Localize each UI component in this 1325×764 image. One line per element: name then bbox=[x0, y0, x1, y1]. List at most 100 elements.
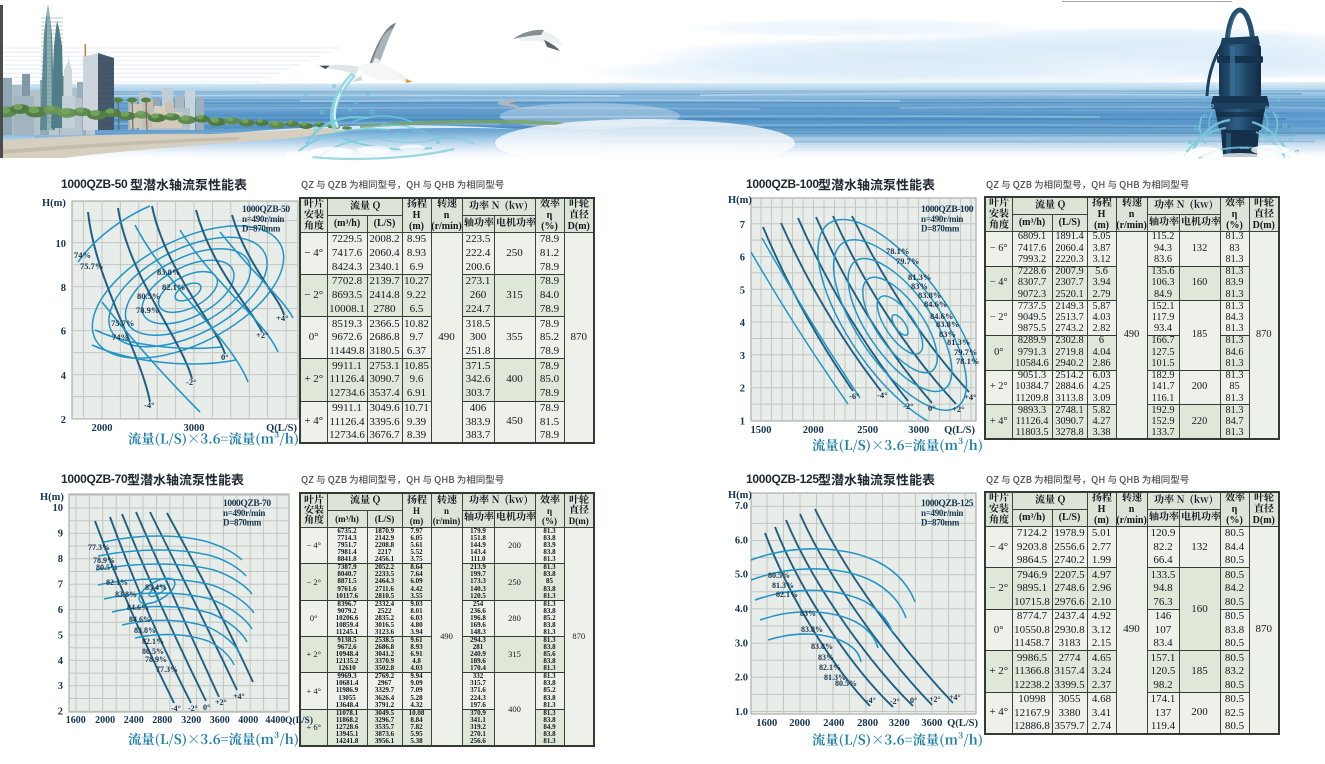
svg-text:2: 2 bbox=[61, 415, 66, 426]
svg-text:1000QZB-70: 1000QZB-70 bbox=[223, 499, 271, 509]
svg-text:78.1%: 78.1% bbox=[956, 356, 979, 366]
svg-text:D=870mm: D=870mm bbox=[242, 224, 281, 234]
svg-text:0°: 0° bbox=[928, 403, 936, 413]
svg-text:H(m): H(m) bbox=[728, 490, 752, 501]
svg-text:D=870mm: D=870mm bbox=[921, 518, 960, 528]
svg-text:2000: 2000 bbox=[95, 715, 115, 726]
svg-text:3: 3 bbox=[58, 681, 63, 692]
svg-text:2: 2 bbox=[740, 384, 745, 395]
svg-text:4.0: 4.0 bbox=[735, 604, 748, 615]
svg-text:4: 4 bbox=[740, 318, 746, 329]
svg-text:0°: 0° bbox=[221, 352, 229, 362]
svg-text:Q(L/S): Q(L/S) bbox=[947, 718, 978, 729]
svg-text:2000: 2000 bbox=[92, 423, 113, 434]
svg-text:77.3%: 77.3% bbox=[156, 665, 178, 674]
svg-text:3200: 3200 bbox=[889, 718, 910, 729]
svg-text:3600: 3600 bbox=[210, 715, 230, 726]
svg-text:-4°: -4° bbox=[171, 704, 181, 713]
svg-text:+4°: +4° bbox=[276, 313, 289, 323]
svg-text:77.3%: 77.3% bbox=[88, 543, 110, 552]
svg-text:78.9%: 78.9% bbox=[136, 305, 159, 315]
svg-text:1600: 1600 bbox=[66, 715, 86, 726]
svg-text:+2°: +2° bbox=[929, 695, 941, 704]
svg-text:0°: 0° bbox=[910, 696, 917, 705]
svg-text:10: 10 bbox=[53, 503, 64, 514]
svg-text:0°: 0° bbox=[203, 703, 210, 712]
svg-text:n=490r/min: n=490r/min bbox=[242, 214, 284, 224]
svg-text:82.1%: 82.1% bbox=[819, 663, 841, 672]
svg-text:3: 3 bbox=[740, 351, 745, 362]
svg-text:3.0: 3.0 bbox=[735, 638, 748, 649]
svg-text:78.9%: 78.9% bbox=[145, 655, 167, 664]
svg-text:75.7%: 75.7% bbox=[80, 261, 103, 271]
svg-text:+2°: +2° bbox=[952, 404, 965, 414]
svg-text:Q(L/S): Q(L/S) bbox=[285, 715, 313, 726]
svg-text:81.3%: 81.3% bbox=[908, 272, 931, 282]
svg-text:83%: 83% bbox=[939, 329, 956, 339]
svg-text:5.0: 5.0 bbox=[735, 570, 748, 581]
svg-text:-6°: -6° bbox=[849, 391, 859, 401]
svg-text:-2°: -2° bbox=[188, 704, 198, 713]
svg-text:80.5%: 80.5% bbox=[768, 571, 790, 580]
svg-text:84.6%: 84.6% bbox=[129, 615, 151, 624]
svg-text:84.6%: 84.6% bbox=[924, 299, 947, 309]
svg-text:-4°: -4° bbox=[877, 390, 887, 400]
svg-text:80.5%: 80.5% bbox=[835, 679, 857, 688]
svg-text:82.1%: 82.1% bbox=[106, 578, 128, 587]
svg-text:6: 6 bbox=[740, 253, 745, 264]
svg-text:-4°: -4° bbox=[866, 696, 876, 705]
svg-text:5: 5 bbox=[58, 630, 63, 641]
svg-text:8: 8 bbox=[58, 554, 63, 565]
svg-text:85.4%: 85.4% bbox=[145, 583, 167, 592]
svg-text:3600: 3600 bbox=[921, 718, 942, 729]
svg-text:-4°: -4° bbox=[144, 400, 154, 410]
svg-text:6: 6 bbox=[61, 327, 66, 338]
svg-text:-2°: -2° bbox=[890, 697, 900, 706]
svg-text:7: 7 bbox=[740, 220, 745, 231]
svg-text:1.0: 1.0 bbox=[735, 707, 748, 718]
svg-text:74%: 74% bbox=[74, 250, 91, 260]
svg-text:4: 4 bbox=[61, 371, 67, 382]
svg-text:83.8%: 83.8% bbox=[811, 642, 833, 651]
svg-text:83%: 83% bbox=[911, 281, 928, 291]
svg-text:81.3%: 81.3% bbox=[772, 581, 794, 590]
svg-text:H(m): H(m) bbox=[728, 195, 752, 206]
svg-text:81.3%: 81.3% bbox=[947, 337, 970, 347]
svg-text:H(m): H(m) bbox=[42, 198, 66, 209]
svg-text:2800: 2800 bbox=[857, 718, 878, 729]
svg-text:1: 1 bbox=[740, 416, 745, 427]
svg-text:2500: 2500 bbox=[857, 425, 878, 436]
svg-text:4000: 4000 bbox=[238, 715, 258, 726]
svg-text:74%: 74% bbox=[112, 332, 129, 342]
svg-text:2000: 2000 bbox=[803, 425, 824, 436]
svg-text:1000QZB-50: 1000QZB-50 bbox=[242, 205, 290, 215]
svg-text:10: 10 bbox=[56, 239, 67, 250]
svg-text:80.5%: 80.5% bbox=[96, 563, 118, 572]
svg-text:5: 5 bbox=[740, 285, 745, 296]
svg-text:82.1%: 82.1% bbox=[162, 282, 185, 292]
svg-text:2400: 2400 bbox=[823, 718, 844, 729]
svg-text:79.7%: 79.7% bbox=[896, 256, 919, 266]
svg-text:1500: 1500 bbox=[751, 425, 772, 436]
svg-text:7: 7 bbox=[58, 580, 63, 591]
svg-text:81.3%: 81.3% bbox=[824, 673, 846, 682]
svg-text:4: 4 bbox=[58, 656, 64, 667]
svg-text:82.1%: 82.1% bbox=[142, 637, 164, 646]
svg-text:84.6%: 84.6% bbox=[930, 311, 953, 321]
svg-text:75.7%: 75.7% bbox=[111, 318, 134, 328]
svg-text:80.5%: 80.5% bbox=[142, 647, 164, 656]
svg-text:83%: 83% bbox=[818, 653, 834, 662]
svg-text:2: 2 bbox=[58, 707, 63, 718]
svg-text:7.0: 7.0 bbox=[735, 501, 748, 512]
svg-text:82.1%: 82.1% bbox=[776, 590, 798, 599]
svg-text:2800: 2800 bbox=[152, 715, 172, 726]
svg-text:2000: 2000 bbox=[789, 718, 810, 729]
svg-text:83.8%: 83.8% bbox=[936, 319, 959, 329]
svg-text:83%: 83% bbox=[800, 609, 816, 618]
svg-text:8: 8 bbox=[61, 283, 66, 294]
svg-text:-2°: -2° bbox=[186, 377, 196, 387]
svg-text:9: 9 bbox=[58, 529, 63, 540]
svg-text:3000: 3000 bbox=[908, 425, 929, 436]
svg-text:-2°: -2° bbox=[903, 401, 913, 411]
svg-text:+4°: +4° bbox=[233, 692, 245, 701]
